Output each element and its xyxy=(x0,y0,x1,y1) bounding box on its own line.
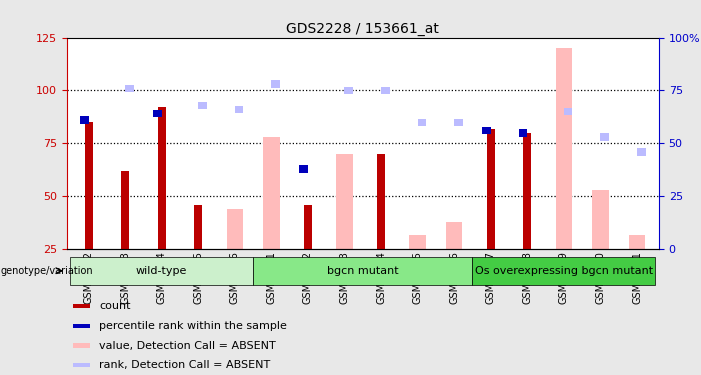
Bar xyxy=(523,133,531,249)
Bar xyxy=(304,205,312,249)
Text: value, Detection Call = ABSENT: value, Detection Call = ABSENT xyxy=(99,340,276,351)
Text: percentile rank within the sample: percentile rank within the sample xyxy=(99,321,287,331)
Bar xyxy=(601,134,609,141)
Bar xyxy=(198,102,207,109)
Bar xyxy=(472,256,655,285)
Bar xyxy=(629,234,645,249)
Bar xyxy=(336,154,353,249)
Bar xyxy=(125,85,134,92)
Bar xyxy=(70,256,253,285)
Bar xyxy=(556,48,572,249)
Bar xyxy=(72,324,90,328)
Text: wild-type: wild-type xyxy=(136,266,187,276)
Bar xyxy=(482,127,491,134)
Text: count: count xyxy=(99,301,130,311)
Bar xyxy=(454,118,463,126)
Bar xyxy=(592,190,608,249)
Bar xyxy=(299,165,308,172)
Text: genotype/variation: genotype/variation xyxy=(1,266,93,276)
Bar xyxy=(486,129,495,249)
Bar xyxy=(72,304,90,308)
Bar xyxy=(381,87,390,94)
Bar xyxy=(263,137,280,249)
Bar xyxy=(158,107,165,249)
Bar xyxy=(271,80,280,88)
Text: bgcn mutant: bgcn mutant xyxy=(327,266,399,276)
Bar xyxy=(446,222,463,249)
Bar xyxy=(253,256,472,285)
Bar xyxy=(72,363,90,368)
Text: rank, Detection Call = ABSENT: rank, Detection Call = ABSENT xyxy=(99,360,271,370)
Bar xyxy=(226,209,243,249)
Bar xyxy=(409,234,426,249)
Bar xyxy=(194,205,203,249)
Bar xyxy=(377,154,385,249)
Bar xyxy=(564,108,573,116)
Bar xyxy=(418,118,426,126)
Bar xyxy=(153,110,162,117)
Bar xyxy=(235,106,243,113)
Bar xyxy=(637,148,646,156)
Title: GDS2228 / 153661_at: GDS2228 / 153661_at xyxy=(286,22,440,36)
Bar xyxy=(80,116,88,124)
Bar xyxy=(72,344,90,348)
Bar xyxy=(121,171,129,249)
Bar xyxy=(344,87,353,94)
Bar xyxy=(519,129,527,136)
Bar xyxy=(85,122,93,249)
Text: Os overexpressing bgcn mutant: Os overexpressing bgcn mutant xyxy=(475,266,653,276)
